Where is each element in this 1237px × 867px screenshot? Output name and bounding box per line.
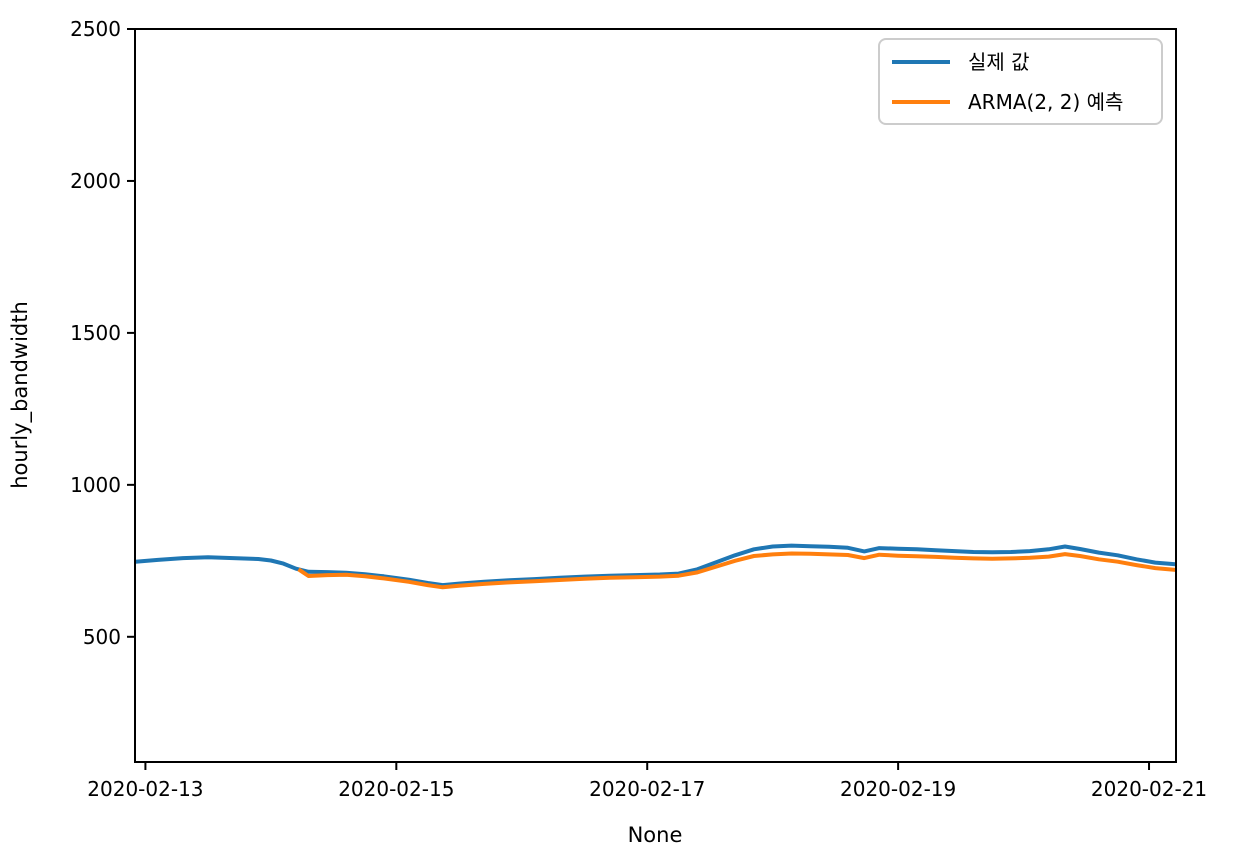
x-tick-label: 2020-02-19	[840, 777, 956, 801]
legend-label-actual: 실제 값	[968, 49, 1030, 74]
legend: 실제 값 ARMA(2, 2) 예측	[878, 38, 1163, 125]
y-tick-label: 1000	[70, 473, 121, 497]
legend-item-forecast: ARMA(2, 2) 예측	[892, 88, 1149, 116]
y-axis-label: hourly_bandwidth	[8, 301, 33, 489]
x-tick-label: 2020-02-13	[87, 777, 203, 801]
series-group	[135, 543, 1176, 590]
y-tick-label: 2500	[70, 17, 121, 41]
y-tick-label: 2000	[70, 169, 121, 193]
legend-line-sample-actual	[892, 59, 950, 64]
x-tick-label: 2020-02-15	[338, 777, 454, 801]
x-axis-label: None	[628, 823, 683, 847]
ticks-group: 2020-02-13 2020-02-15 2020-02-17 2020-02-19…	[70, 17, 1207, 801]
forecast-line	[297, 551, 1176, 590]
x-tick-label: 2020-02-21	[1091, 777, 1207, 801]
x-tick-label: 2020-02-17	[589, 777, 705, 801]
actual-line	[135, 543, 1176, 588]
legend-label-forecast: ARMA(2, 2) 예측	[968, 89, 1124, 114]
y-tick-label: 500	[83, 625, 121, 649]
y-tick-label: 1500	[70, 321, 121, 345]
axes-spines	[134, 28, 1177, 763]
legend-item-actual: 실제 값	[892, 48, 1149, 76]
legend-line-sample-forecast	[892, 99, 950, 104]
